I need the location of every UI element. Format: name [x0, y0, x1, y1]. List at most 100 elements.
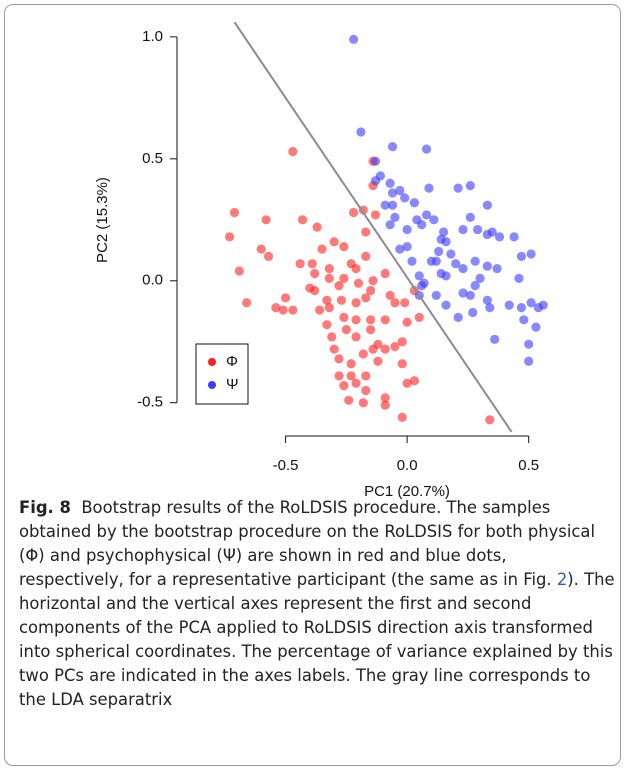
- data-point: [429, 215, 439, 225]
- data-point: [421, 210, 432, 220]
- data-point: [395, 244, 405, 254]
- data-point: [339, 312, 349, 322]
- data-point: [256, 244, 266, 254]
- data-point: [225, 232, 235, 242]
- legend-label: Ψ: [226, 376, 239, 393]
- data-point: [336, 295, 347, 305]
- data-point: [407, 256, 417, 266]
- data-point: [349, 207, 359, 218]
- data-point: [271, 303, 281, 313]
- data-point: [358, 398, 368, 408]
- data-point: [242, 298, 252, 308]
- data-point: [426, 256, 437, 266]
- data-point: [366, 285, 376, 296]
- data-point: [322, 320, 332, 330]
- data-point: [344, 395, 354, 405]
- legend-marker: [208, 358, 216, 366]
- figure-frame: [4, 4, 621, 766]
- data-point: [380, 400, 390, 410]
- data-point: [341, 324, 351, 335]
- data-point: [329, 344, 339, 354]
- data-point: [468, 307, 478, 318]
- data-point: [370, 210, 381, 220]
- data-point: [414, 271, 424, 281]
- data-point: [397, 412, 407, 422]
- data-point: [397, 337, 407, 347]
- data-point: [509, 232, 519, 242]
- data-point: [470, 256, 480, 266]
- data-point: [329, 237, 339, 247]
- x-axis-label: PC1 (20.7%): [364, 483, 450, 500]
- data-point: [334, 354, 344, 364]
- data-point: [353, 278, 364, 288]
- data-point: [434, 246, 444, 257]
- y-tick-label: -0.5: [137, 394, 163, 411]
- data-point: [339, 381, 349, 391]
- data-point: [514, 273, 524, 283]
- data-point: [310, 285, 320, 296]
- data-point: [441, 271, 451, 281]
- data-point: [441, 237, 451, 247]
- data-point: [361, 227, 371, 237]
- data-point: [492, 263, 502, 274]
- data-point: [390, 298, 400, 308]
- data-point: [482, 295, 492, 305]
- data-point: [409, 198, 420, 208]
- y-tick-label: 0.5: [142, 150, 163, 167]
- y-axis-label: PC2 (15.3%): [94, 177, 111, 263]
- data-point: [441, 300, 451, 310]
- lda-separatrix: [233, 21, 513, 433]
- x-tick-label: 0.5: [518, 457, 539, 474]
- caption-text: Bootstrap results of the RoLDSIS procedu…: [19, 498, 596, 589]
- data-point: [351, 378, 361, 388]
- data-point: [312, 222, 322, 232]
- data-point: [324, 273, 334, 283]
- data-point: [314, 305, 325, 315]
- data-point: [414, 312, 424, 322]
- data-point: [397, 359, 407, 369]
- data-point: [339, 242, 349, 252]
- data-point: [310, 268, 320, 279]
- data-point: [538, 300, 548, 310]
- data-point: [524, 339, 534, 349]
- data-point: [473, 224, 483, 235]
- data-point: [402, 242, 412, 252]
- data-point: [487, 227, 497, 237]
- data-point: [297, 215, 308, 225]
- data-point: [351, 332, 361, 342]
- legend-box: [195, 343, 249, 405]
- data-point: [494, 232, 505, 242]
- data-point: [516, 251, 526, 261]
- x-tick-label: -0.5: [273, 457, 299, 474]
- data-point: [438, 227, 449, 237]
- data-point: [322, 295, 332, 305]
- data-point: [412, 215, 422, 225]
- data-point: [358, 349, 368, 359]
- data-point: [380, 315, 390, 325]
- data-point: [327, 332, 337, 342]
- data-point: [373, 339, 383, 349]
- data-point: [324, 263, 334, 274]
- data-point: [387, 200, 398, 210]
- x-tick-label: 0.0: [397, 457, 418, 474]
- data-point: [334, 371, 344, 381]
- data-point: [334, 281, 344, 291]
- data-point: [387, 188, 398, 198]
- data-point: [380, 393, 390, 403]
- data-point: [346, 371, 356, 381]
- data-point: [288, 305, 298, 315]
- data-point: [417, 281, 427, 291]
- data-point: [346, 359, 356, 369]
- data-point: [504, 300, 514, 310]
- data-point: [351, 315, 361, 325]
- figure-caption: Fig. 8 Bootstrap results of the RoLDSIS …: [19, 496, 615, 712]
- data-point: [349, 34, 359, 44]
- data-point: [431, 290, 441, 301]
- data-point: [370, 156, 381, 166]
- data-point: [402, 378, 412, 388]
- data-point: [387, 142, 398, 152]
- legend-label: Φ: [226, 353, 238, 370]
- data-point: [390, 342, 400, 352]
- caption-text: ). The horizontal and the vertical axes …: [19, 570, 615, 709]
- figure-reference[interactable]: 2: [556, 570, 568, 589]
